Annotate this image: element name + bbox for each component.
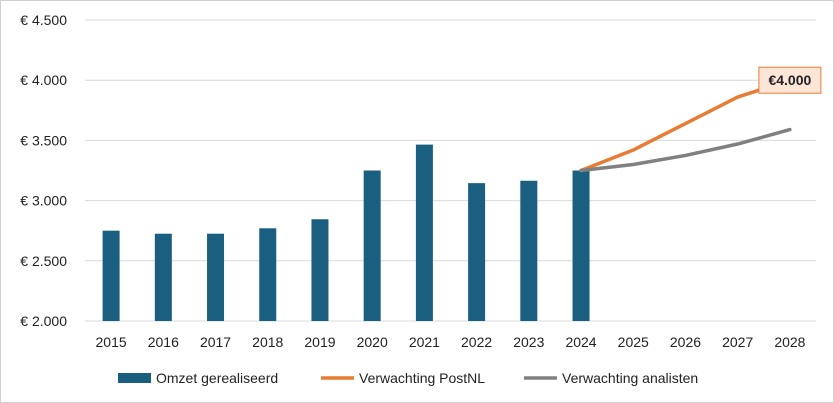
bar [102,230,120,321]
legend-swatch [118,373,151,383]
gridlines [85,19,816,322]
line-series [579,78,792,173]
x-tick-label: 2016 [148,334,179,350]
y-tick-label: € 2.000 [20,313,67,329]
bar [154,233,172,321]
x-tick-label: 2018 [252,334,283,350]
legend-label: Verwachting PostNL [359,370,485,386]
legend-label: Verwachting analisten [562,370,698,386]
bar [468,183,486,321]
bar [415,144,433,321]
x-tick-label: 2021 [409,334,440,350]
series-line [579,78,792,173]
y-tick-label: € 4.000 [20,72,67,88]
bar [363,170,381,321]
callout: €4.000 [758,66,822,94]
y-tick-label: € 3.500 [20,132,67,148]
x-tick-label: 2028 [774,334,805,350]
legend-label: Omzet gerealiseerd [156,370,278,386]
legend: Omzet gerealiseerd Verwachting PostNL Verw… [118,370,698,386]
callout-box [758,66,822,94]
x-tick-label: 2019 [304,334,335,350]
x-tick-label: 2020 [357,334,388,350]
series-line [579,127,792,173]
bar [572,170,590,321]
y-tick-label: € 2.500 [20,253,67,269]
x-tick-label: 2025 [618,334,649,350]
x-tick-label: 2023 [513,334,544,350]
bar-series [102,144,590,321]
x-axis-ticks: 2015 2016 2017 2018 2019 2020 2021 2022 2023 2024… [96,334,806,350]
bar [207,233,225,321]
x-tick-label: 2024 [565,334,596,350]
x-tick-label: 2027 [722,334,753,350]
bar [520,180,538,321]
bar [259,228,277,321]
x-tick-label: 2022 [461,334,492,350]
bar [311,219,329,321]
y-axis-ticks: € 2.000 € 2.500 € 3.000 € 3.500 € 4.000 € 4.5… [20,12,67,329]
x-tick-label: 2026 [670,334,701,350]
x-tick-label: 2015 [96,334,127,350]
callout-label: €4.000 [768,72,811,88]
y-tick-label: € 4.500 [20,12,67,28]
y-tick-label: € 3.000 [20,193,67,209]
x-tick-label: 2017 [200,334,231,350]
